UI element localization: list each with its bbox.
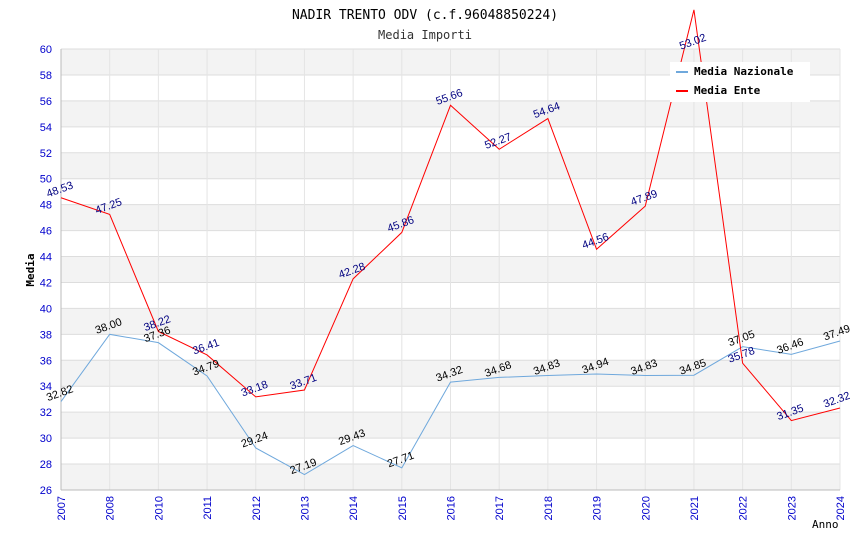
y-tick-label: 54: [40, 122, 52, 134]
series-line-media-nazionale: [60, 333, 841, 476]
y-tick-label: 52: [40, 148, 52, 160]
y-tick-label: 50: [40, 174, 52, 186]
chart-subtitle: Media Importi: [378, 28, 472, 42]
y-tick-label: 32: [40, 407, 52, 419]
x-axis-title: Anno: [812, 518, 839, 531]
y-tick-label: 26: [40, 485, 52, 497]
x-tick-label: 2024: [835, 496, 847, 520]
x-tick-label: 2014: [348, 496, 360, 520]
x-tick-label: 2011: [202, 496, 214, 520]
y-axis-title: Media: [24, 253, 37, 286]
y-tick-label: 36: [40, 355, 52, 367]
x-tick-label: 2019: [592, 496, 604, 520]
y-tick-label: 48: [40, 200, 52, 212]
x-tick-label: 2017: [494, 496, 506, 520]
data-label-media-ente: 44.56: [581, 231, 611, 252]
data-label-media-ente: 32.32: [822, 390, 850, 411]
y-tick-label: 38: [40, 329, 52, 341]
legend: Media Nazionale Media Ente: [670, 62, 810, 102]
y-tick-label: 56: [40, 96, 52, 108]
legend-box: [670, 62, 810, 102]
y-axis-ticks: 26 28 30 32 34 36 38 40 42 44 46 48 50 52 54 56 58 60: [40, 44, 52, 497]
x-axis-ticks: 2007 2008 2010 2011 2012 2013 2014 2015 2016 2017…: [56, 496, 847, 520]
x-tick-label: 2020: [640, 496, 652, 520]
x-tick-label: 2023: [786, 496, 798, 520]
y-tick-label: 60: [40, 44, 52, 56]
x-tick-label: 2016: [446, 496, 458, 520]
x-tick-label: 2021: [689, 496, 701, 520]
y-tick-label: 34: [40, 381, 52, 393]
y-tick-label: 42: [40, 277, 52, 289]
x-tick-label: 2022: [738, 496, 750, 520]
x-tick-label: 2013: [299, 496, 311, 520]
y-tick-label: 28: [40, 459, 52, 471]
x-tick-label: 2015: [397, 496, 409, 520]
y-tick-label: 46: [40, 226, 52, 238]
x-tick-label: 2008: [105, 496, 117, 520]
legend-label-media-ente: Media Ente: [694, 84, 761, 97]
y-tick-label: 58: [40, 70, 52, 82]
legend-label-media-nazionale: Media Nazionale: [694, 65, 794, 78]
y-tick-label: 44: [40, 252, 52, 264]
y-tick-label: 40: [40, 303, 52, 315]
x-tick-label: 2012: [251, 496, 263, 520]
y-tick-label: 30: [40, 433, 52, 445]
grid-lines: [60, 48, 841, 491]
series-line-media-ente: [60, 9, 841, 422]
chart-title: NADIR TRENTO ODV (c.f.96048850224): [292, 8, 558, 23]
x-tick-label: 2007: [56, 496, 68, 520]
series-lines: [60, 9, 841, 476]
x-tick-label: 2018: [543, 496, 555, 520]
x-tick-label: 2010: [153, 496, 165, 520]
